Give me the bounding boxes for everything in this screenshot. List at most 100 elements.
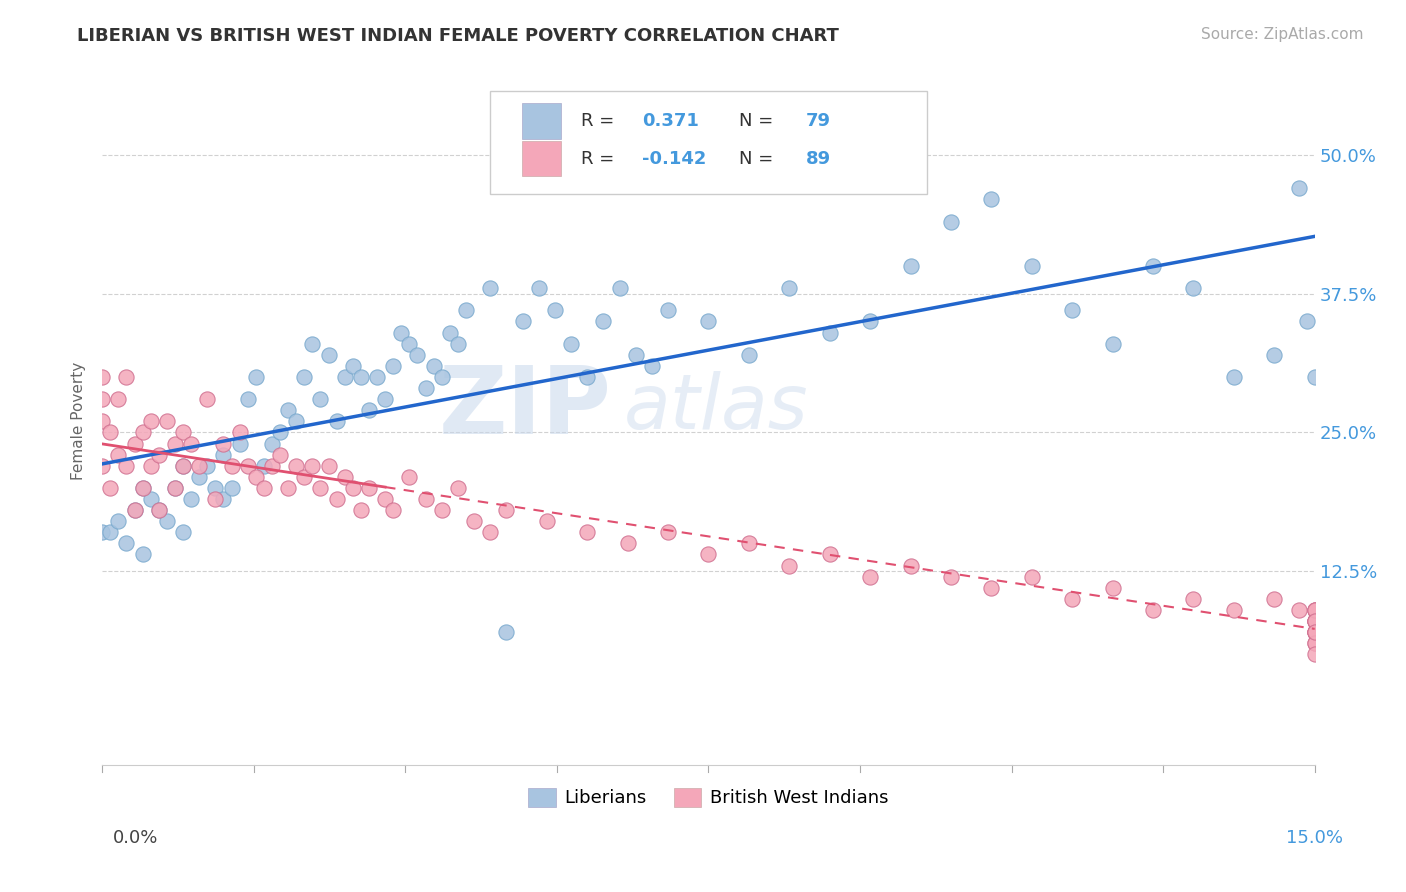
Point [479,525,502,540]
Point [624,348,647,362]
Point [172,458,194,473]
Point [778,558,800,573]
Point [406,348,429,362]
Point [269,425,291,440]
Point [260,436,283,450]
Point [107,448,129,462]
Point [447,481,470,495]
Point [292,370,315,384]
FancyBboxPatch shape [491,91,927,194]
Point [939,214,962,228]
Point [124,503,146,517]
Point [318,458,340,473]
Point [188,458,211,473]
Point [980,581,1002,595]
Point [212,436,235,450]
Point [374,392,396,406]
Point [309,392,332,406]
Point [91,370,114,384]
Point [430,370,453,384]
Point [1263,591,1285,606]
Point [172,458,194,473]
Point [236,458,259,473]
Point [195,458,218,473]
Point [124,503,146,517]
Point [139,414,162,428]
Point [131,548,153,562]
FancyBboxPatch shape [522,103,561,138]
Point [447,336,470,351]
Point [1303,603,1326,617]
Point [228,436,250,450]
Point [609,281,631,295]
Point [253,481,276,495]
Point [228,425,250,440]
Point [131,481,153,495]
Text: N =: N = [738,150,779,168]
Point [616,536,638,550]
Point [463,514,485,528]
Point [1223,370,1246,384]
Point [236,392,259,406]
Point [301,336,323,351]
Point [859,569,882,583]
Point [204,491,226,506]
Point [124,436,146,450]
Point [818,326,841,340]
Point [333,370,356,384]
Point [1182,591,1205,606]
Text: ZIP: ZIP [439,361,612,453]
Point [415,381,437,395]
Point [91,458,114,473]
Point [91,525,114,540]
Point [98,425,121,440]
Point [131,425,153,440]
Point [350,370,373,384]
Point [163,481,186,495]
Point [657,303,679,318]
Point [131,481,153,495]
Point [91,392,114,406]
Point [115,458,138,473]
Point [148,503,170,517]
Point [212,448,235,462]
Point [1062,591,1084,606]
Text: N =: N = [738,112,779,129]
Point [245,470,267,484]
Point [900,558,922,573]
Point [180,436,202,450]
Point [1303,614,1326,628]
Point [641,359,664,373]
Point [357,403,380,417]
Point [1263,348,1285,362]
Text: atlas: atlas [624,370,808,444]
Point [269,448,291,462]
Point [163,436,186,450]
Point [277,481,299,495]
Point [479,281,502,295]
Point [350,503,373,517]
Point [172,525,194,540]
Point [172,425,194,440]
Point [204,481,226,495]
Point [1303,625,1326,640]
Point [1303,614,1326,628]
Point [1303,636,1326,650]
Point [454,303,477,318]
Point [1021,259,1043,273]
Point [859,314,882,328]
Point [495,503,517,517]
Point [1303,603,1326,617]
Point [657,525,679,540]
Point [333,470,356,484]
Point [1295,314,1317,328]
Point [382,503,405,517]
Point [195,392,218,406]
Point [148,448,170,462]
Point [1303,603,1326,617]
Point [139,458,162,473]
Text: 79: 79 [806,112,831,129]
Text: 0.0%: 0.0% [112,829,157,847]
Point [309,481,332,495]
Point [221,481,243,495]
